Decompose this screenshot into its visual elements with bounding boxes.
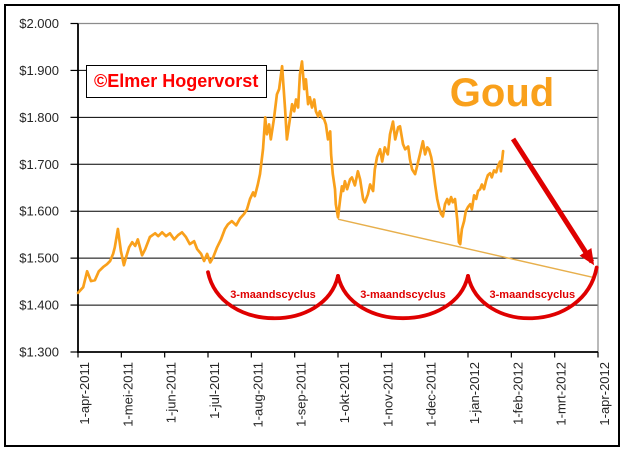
x-axis-label: 1-feb-2012 (510, 362, 525, 425)
x-axis-label: 1-okt-2011 (337, 362, 352, 423)
x-axis-label: 1-aug-2011 (250, 362, 265, 428)
x-axis-label: 1-dec-2011 (424, 362, 439, 427)
cycle-label: 3-maandscyclus (360, 289, 446, 301)
y-axis-label: $1.700 (19, 157, 59, 172)
y-axis-label: $1.600 (19, 204, 59, 219)
x-axis-label: 1-sep-2011 (294, 362, 309, 427)
cycle-label: 3-maandscyclus (230, 289, 316, 301)
cycle-arc (336, 274, 470, 320)
y-axis-label: $2.000 (19, 16, 59, 31)
y-axis-label: $1.900 (19, 63, 59, 78)
x-axis-label: 1-apr-2011 (77, 362, 92, 425)
down-arrow (510, 137, 595, 266)
cycle-label: 3-maandscyclus (490, 289, 576, 301)
cycle-arc (206, 270, 340, 321)
copyright-box: ©Elmer Hogervorst (86, 65, 267, 98)
trend-line (337, 218, 596, 279)
chart-title: Goud (449, 71, 555, 115)
y-axis-label: $1.500 (19, 251, 59, 266)
cycle-arc (466, 265, 599, 321)
y-axis-label: $1.300 (19, 345, 59, 360)
x-axis-label: 1-jul-2011 (207, 362, 222, 419)
x-axis-label: 1-jun-2011 (164, 362, 179, 423)
x-axis-label: 1-apr-2012 (597, 362, 612, 426)
x-axis-label: 1-mei-2011 (120, 362, 135, 427)
copyright-text: ©Elmer Hogervorst (94, 71, 259, 91)
price-line (76, 60, 505, 295)
x-axis-label: 1-jan-2012 (467, 362, 482, 424)
x-axis-label: 1-nov-2011 (380, 362, 395, 427)
y-axis-label: $1.400 (19, 298, 59, 313)
x-axis-label: 1-mrt-2012 (554, 362, 569, 426)
y-axis-label: $1.800 (19, 110, 59, 125)
